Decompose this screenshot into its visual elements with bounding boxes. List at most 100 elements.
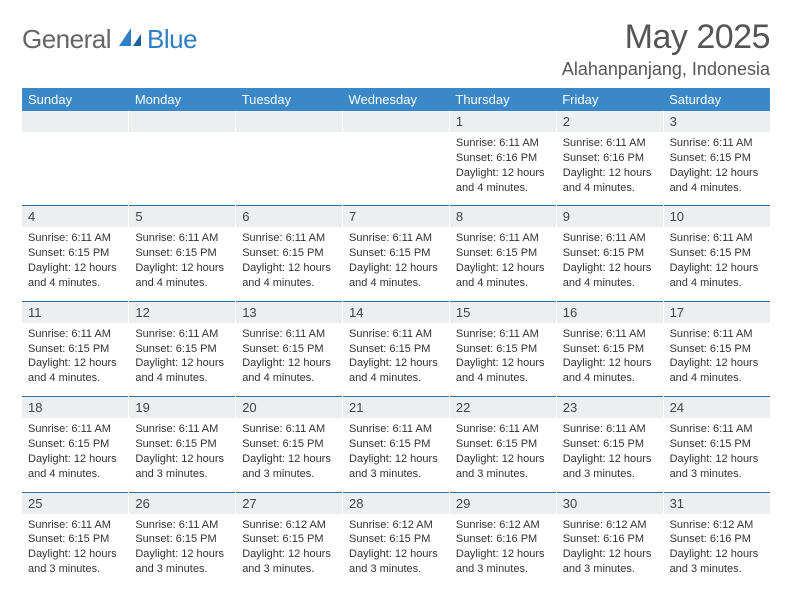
daylight-line-1: Daylight: 12 hours: [242, 452, 336, 467]
day-info-cell: Sunrise: 6:11 AMSunset: 6:15 PMDaylight:…: [449, 418, 556, 492]
logo: General Blue: [22, 24, 197, 55]
day-number-cell: 2: [556, 111, 663, 132]
day-info-cell: [343, 132, 450, 206]
day-number-cell: 4: [22, 206, 129, 227]
sunset-line: Sunset: 6:15 PM: [242, 437, 336, 452]
day-number-cell: 26: [129, 493, 236, 514]
daylight-line-1: Daylight: 12 hours: [242, 356, 336, 371]
sunset-line: Sunset: 6:15 PM: [28, 246, 122, 261]
day-info-cell: Sunrise: 6:11 AMSunset: 6:15 PMDaylight:…: [343, 227, 450, 301]
daynum-row: 123: [22, 111, 770, 132]
daylight-line-1: Daylight: 12 hours: [28, 356, 122, 371]
sunset-line: Sunset: 6:15 PM: [670, 246, 764, 261]
daylight-line-1: Daylight: 12 hours: [670, 356, 764, 371]
day-info-cell: Sunrise: 6:11 AMSunset: 6:15 PMDaylight:…: [236, 418, 343, 492]
daylight-line-1: Daylight: 12 hours: [563, 452, 657, 467]
sunrise-line: Sunrise: 6:11 AM: [28, 327, 122, 342]
daylight-line-1: Daylight: 12 hours: [456, 261, 550, 276]
day-info-cell: [236, 132, 343, 206]
daylight-line-2: and 3 minutes.: [349, 467, 443, 482]
daylight-line-2: and 4 minutes.: [242, 276, 336, 291]
sunrise-line: Sunrise: 6:11 AM: [242, 422, 336, 437]
daylight-line-2: and 4 minutes.: [349, 276, 443, 291]
daylight-line-1: Daylight: 12 hours: [670, 166, 764, 181]
day-info-cell: Sunrise: 6:11 AMSunset: 6:15 PMDaylight:…: [22, 323, 129, 397]
daylight-line-2: and 4 minutes.: [242, 371, 336, 386]
sail-icon: [117, 26, 143, 48]
day-info-cell: Sunrise: 6:11 AMSunset: 6:15 PMDaylight:…: [449, 227, 556, 301]
sunrise-line: Sunrise: 6:12 AM: [349, 518, 443, 533]
day-number-cell: 23: [556, 397, 663, 418]
sunset-line: Sunset: 6:15 PM: [242, 532, 336, 547]
sunset-line: Sunset: 6:15 PM: [670, 342, 764, 357]
day-info-cell: Sunrise: 6:11 AMSunset: 6:15 PMDaylight:…: [129, 514, 236, 587]
daylight-line-2: and 3 minutes.: [242, 467, 336, 482]
dow-sunday: Sunday: [22, 88, 129, 111]
sunrise-line: Sunrise: 6:11 AM: [563, 136, 657, 151]
sunrise-line: Sunrise: 6:11 AM: [135, 327, 229, 342]
day-number-cell: [22, 111, 129, 132]
day-number-cell: 21: [343, 397, 450, 418]
day-number-cell: [129, 111, 236, 132]
daylight-line-2: and 3 minutes.: [28, 562, 122, 577]
day-number-cell: 22: [449, 397, 556, 418]
day-number-cell: 16: [556, 302, 663, 323]
day-number-cell: 17: [663, 302, 770, 323]
daylight-line-2: and 4 minutes.: [28, 371, 122, 386]
sunrise-line: Sunrise: 6:12 AM: [670, 518, 764, 533]
day-number-cell: [343, 111, 450, 132]
day-info-cell: Sunrise: 6:11 AMSunset: 6:15 PMDaylight:…: [663, 132, 770, 206]
daylight-line-2: and 4 minutes.: [456, 276, 550, 291]
daylight-line-2: and 3 minutes.: [670, 562, 764, 577]
daylight-line-1: Daylight: 12 hours: [563, 166, 657, 181]
day-info-cell: Sunrise: 6:11 AMSunset: 6:16 PMDaylight:…: [449, 132, 556, 206]
sunset-line: Sunset: 6:15 PM: [349, 342, 443, 357]
sunset-line: Sunset: 6:16 PM: [563, 532, 657, 547]
day-number-cell: 11: [22, 302, 129, 323]
daylight-line-2: and 3 minutes.: [242, 562, 336, 577]
day-info-cell: Sunrise: 6:11 AMSunset: 6:15 PMDaylight:…: [236, 323, 343, 397]
daylight-line-2: and 3 minutes.: [456, 562, 550, 577]
daylight-line-2: and 3 minutes.: [135, 562, 229, 577]
sunset-line: Sunset: 6:15 PM: [135, 532, 229, 547]
sunset-line: Sunset: 6:15 PM: [563, 246, 657, 261]
sunset-line: Sunset: 6:15 PM: [135, 342, 229, 357]
daylight-line-2: and 4 minutes.: [135, 276, 229, 291]
daylight-line-1: Daylight: 12 hours: [242, 261, 336, 276]
sunset-line: Sunset: 6:15 PM: [242, 342, 336, 357]
daylight-line-1: Daylight: 12 hours: [242, 547, 336, 562]
sunset-line: Sunset: 6:16 PM: [670, 532, 764, 547]
day-number-cell: 18: [22, 397, 129, 418]
day-number-cell: 28: [343, 493, 450, 514]
day-info-cell: Sunrise: 6:11 AMSunset: 6:15 PMDaylight:…: [556, 227, 663, 301]
header: General Blue May 2025 Alahanpanjang, Ind…: [22, 18, 770, 80]
day-info-cell: Sunrise: 6:11 AMSunset: 6:15 PMDaylight:…: [449, 323, 556, 397]
sunset-line: Sunset: 6:15 PM: [456, 342, 550, 357]
sunrise-line: Sunrise: 6:11 AM: [670, 231, 764, 246]
day-number-cell: 7: [343, 206, 450, 227]
day-number-cell: 30: [556, 493, 663, 514]
sunset-line: Sunset: 6:15 PM: [28, 532, 122, 547]
daynum-row: 11121314151617: [22, 302, 770, 323]
daylight-line-1: Daylight: 12 hours: [28, 261, 122, 276]
day-number-cell: 27: [236, 493, 343, 514]
day-info-cell: Sunrise: 6:11 AMSunset: 6:15 PMDaylight:…: [22, 227, 129, 301]
daylight-line-1: Daylight: 12 hours: [349, 261, 443, 276]
sunset-line: Sunset: 6:15 PM: [563, 437, 657, 452]
daylight-line-1: Daylight: 12 hours: [670, 547, 764, 562]
day-info-cell: Sunrise: 6:11 AMSunset: 6:15 PMDaylight:…: [663, 323, 770, 397]
daylight-line-2: and 4 minutes.: [456, 371, 550, 386]
sunrise-line: Sunrise: 6:11 AM: [28, 422, 122, 437]
daylight-line-1: Daylight: 12 hours: [670, 452, 764, 467]
daylight-line-1: Daylight: 12 hours: [456, 452, 550, 467]
day-info-cell: Sunrise: 6:11 AMSunset: 6:15 PMDaylight:…: [663, 418, 770, 492]
sunset-line: Sunset: 6:15 PM: [28, 437, 122, 452]
daylight-line-1: Daylight: 12 hours: [456, 547, 550, 562]
day-info-cell: Sunrise: 6:11 AMSunset: 6:15 PMDaylight:…: [129, 323, 236, 397]
sunset-line: Sunset: 6:15 PM: [349, 246, 443, 261]
day-info-cell: Sunrise: 6:11 AMSunset: 6:15 PMDaylight:…: [556, 418, 663, 492]
logo-word-general: General: [22, 24, 111, 55]
day-number-cell: 8: [449, 206, 556, 227]
day-info-row: Sunrise: 6:11 AMSunset: 6:16 PMDaylight:…: [22, 132, 770, 206]
sunset-line: Sunset: 6:15 PM: [135, 437, 229, 452]
